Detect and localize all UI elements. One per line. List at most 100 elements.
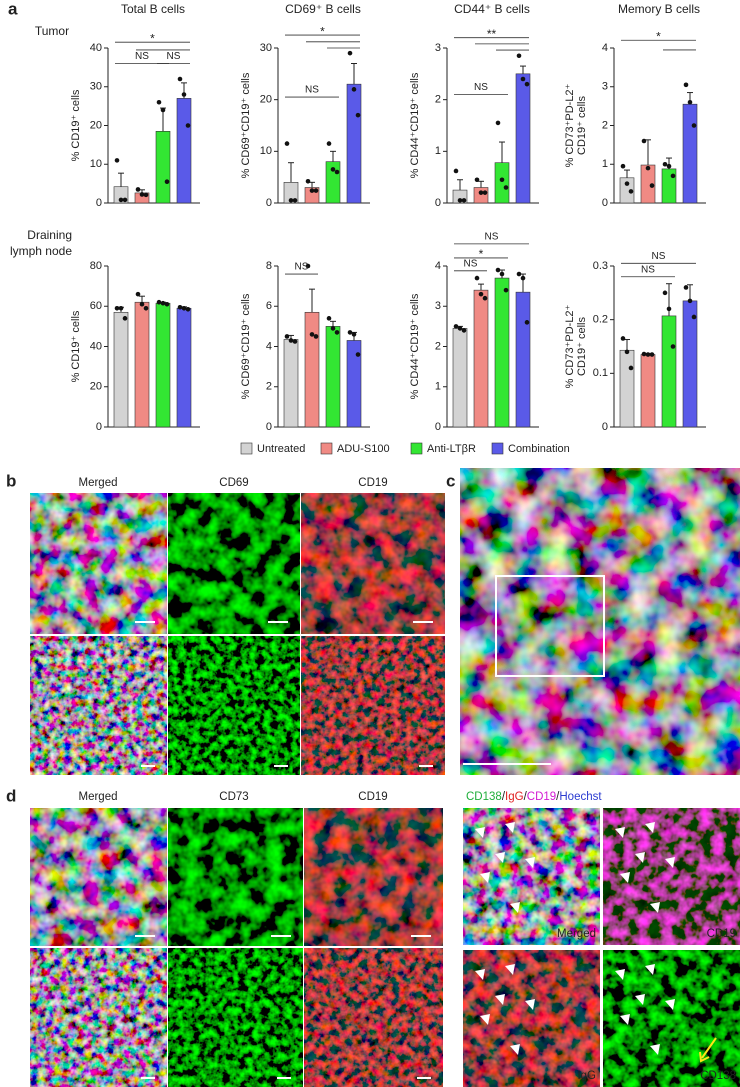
micrograph [301,493,445,634]
data-point [309,332,315,337]
y-tick-label: 60 [90,300,102,312]
bar [682,300,698,428]
data-point [156,99,162,105]
significance-label: NS [652,251,666,262]
data-point [645,165,651,171]
significance-label: NS [641,264,655,275]
image-label: CD19 [358,477,387,489]
chart-title: Total B cells [121,2,185,16]
y-axis-label: CD19⁺ cells [576,317,588,376]
y-tick-label: 2 [435,94,441,106]
chart-title: Memory B cells [618,2,700,16]
data-point [313,188,319,193]
micrograph [460,468,740,775]
data-point [516,271,522,277]
legend-swatch [491,442,504,455]
data-point [478,291,484,297]
y-tick-label: 30 [260,42,272,54]
y-tick-label: 0.3 [593,260,608,272]
data-point [495,120,501,126]
data-point [666,306,672,312]
micrograph [30,948,167,1087]
row-label: Draining [27,228,72,242]
y-tick-label: 3 [435,42,441,54]
bar [515,291,531,428]
data-point [461,328,467,333]
micrograph [168,808,303,946]
y-tick-label: 2 [266,381,272,393]
header-segment: CD138 [466,791,502,803]
data-point [334,169,340,175]
data-point [687,298,693,304]
data-point [305,179,311,184]
y-tick-label: 3 [602,81,608,93]
chart-title: CD44⁺ B cells [454,2,530,16]
y-tick-label: 30 [90,81,102,93]
panel-label: a [8,0,18,18]
data-point [495,267,501,273]
data-point [284,141,290,146]
y-axis-label: % CD44⁺CD19⁺ cells [409,293,421,399]
image-label: IgG [577,1070,596,1082]
significance-label: * [320,24,325,38]
data-point [641,351,647,357]
data-point [355,112,361,118]
data-point [503,185,509,190]
bar [640,354,656,428]
bar [304,311,320,428]
y-tick-label: 0 [266,197,272,209]
data-point [185,123,191,128]
arrowhead [475,969,485,980]
data-point [670,173,676,179]
data-point [482,190,488,195]
arrowhead [510,902,520,913]
data-point [160,300,166,306]
data-point [181,305,187,311]
arrowhead [480,872,490,883]
y-tick-label: 20 [260,94,272,106]
legend-swatch [240,442,253,455]
data-point [482,295,488,301]
data-point [181,92,187,97]
bar [661,315,677,428]
data-point [628,365,634,371]
chart-title: CD69⁺ B cells [285,2,361,16]
arrowhead [525,999,535,1010]
inset-box [495,575,605,677]
y-tick-label: 0.1 [593,367,608,379]
significance-label: * [150,31,155,45]
data-point [620,336,626,341]
bar [325,326,341,428]
arrowhead [510,1044,520,1055]
arrowhead [645,964,655,975]
y-tick-label: 1 [435,381,441,393]
y-tick-label: 0.2 [593,314,608,326]
data-point [351,332,357,337]
y-tick-label: 2 [435,340,441,352]
y-axis-label: % CD44⁺CD19⁺ cells [409,72,421,178]
image-label: CD19 [358,791,387,803]
data-point [347,50,353,56]
y-tick-label: 1 [602,158,608,170]
data-point [143,192,149,198]
data-point [524,320,530,325]
legend-label: Combination [508,443,570,455]
data-point [139,192,145,197]
data-point [499,177,505,183]
bar [452,328,468,428]
row-label: Tumor [35,24,69,38]
data-point [122,316,128,321]
data-point [309,188,315,193]
data-point [516,53,522,59]
data-point [666,163,672,169]
significance-label: NS [167,51,181,62]
data-point [453,168,459,174]
data-point [620,163,626,169]
y-tick-label: 20 [90,381,102,393]
bar [473,289,489,428]
data-point [288,198,294,203]
data-point [284,334,290,339]
bar [515,73,531,204]
data-point [683,82,689,88]
data-point [670,344,676,349]
